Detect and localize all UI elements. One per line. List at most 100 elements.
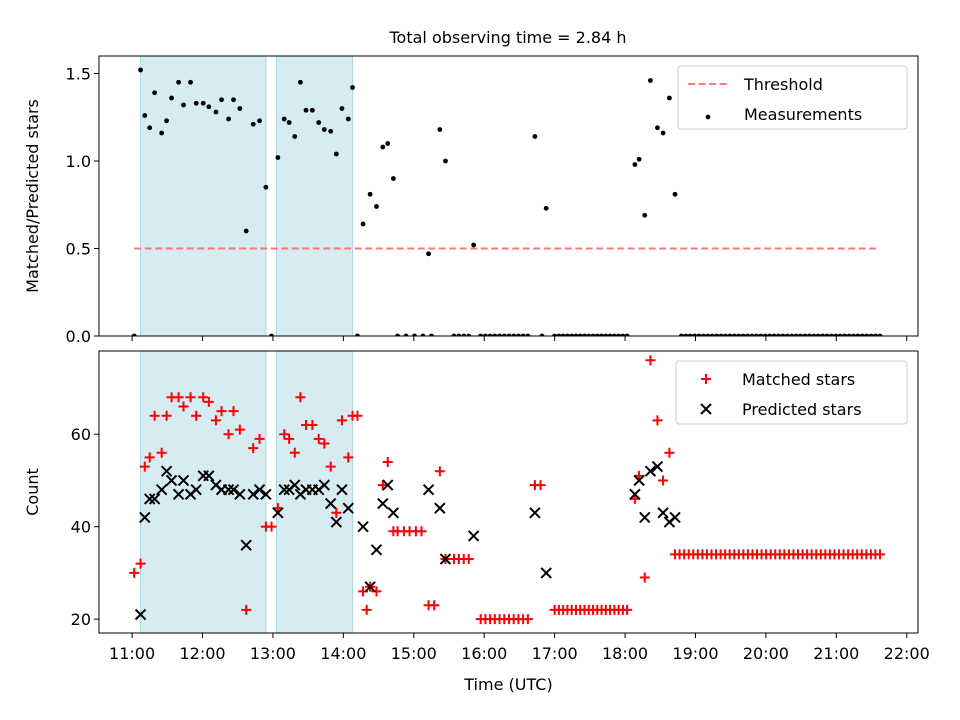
predicted-star-point	[260, 488, 272, 501]
matched-star-point	[522, 614, 533, 625]
measurement-point	[678, 333, 684, 336]
measurement-point	[525, 333, 531, 336]
measurement-point	[687, 333, 693, 336]
measurement-point	[403, 333, 409, 336]
measurement-point	[660, 130, 666, 136]
measurement-point	[864, 333, 870, 336]
matched-star-point	[874, 549, 885, 560]
predicted-star-point	[240, 539, 252, 551]
measurement-point	[333, 151, 339, 157]
measurement-point	[374, 204, 379, 209]
x-tick-label: 12:00	[179, 644, 225, 663]
predicted-star-point	[318, 479, 331, 491]
measurement-point	[624, 333, 630, 336]
measurement-point	[603, 333, 609, 336]
measurement-point	[727, 333, 733, 336]
measurement-point	[309, 107, 315, 113]
measurement-point	[345, 116, 351, 122]
matched-star-point	[319, 438, 330, 449]
y-tick-label: 1.5	[66, 65, 91, 84]
measurement-point	[771, 333, 777, 336]
matched-star-point	[434, 466, 445, 477]
measurement-point	[237, 106, 243, 111]
measurement-point	[842, 333, 848, 336]
predicted-star-point	[357, 520, 369, 533]
measurement-point	[552, 333, 558, 336]
predicted-star-point	[669, 511, 681, 524]
chart-title: Total observing time = 2.84 h	[388, 28, 626, 47]
predicted-star-point	[155, 483, 168, 496]
measurement-point	[428, 333, 434, 336]
measurement-point	[206, 104, 212, 110]
matched-star-point	[336, 415, 347, 426]
measurement-point	[859, 333, 865, 336]
predicted-star-point	[165, 474, 178, 487]
matched-star-point	[622, 604, 633, 615]
matched-star-point	[223, 429, 234, 440]
matched-star-point	[216, 406, 227, 417]
matched-star-point	[295, 392, 306, 403]
measurement-point	[263, 184, 269, 190]
measurement-point	[516, 333, 521, 336]
measurement-point	[539, 333, 545, 336]
matched-star-point	[178, 401, 189, 412]
predicted-star-point	[143, 493, 156, 505]
predicted-star-point	[203, 470, 215, 482]
measurement-point	[497, 333, 502, 336]
measurement-point	[286, 120, 292, 125]
legend-measurements-swatch	[705, 114, 711, 120]
matched-star-point	[191, 410, 202, 421]
matched-star-point	[139, 461, 150, 472]
measurement-point	[655, 125, 660, 131]
predicted-star-point	[324, 497, 337, 510]
measurement-point	[492, 333, 498, 336]
measurement-point	[303, 107, 309, 113]
measurement-point	[718, 333, 724, 336]
measurement-point	[181, 102, 186, 108]
measurement-point	[443, 158, 448, 164]
matched-star-point	[198, 392, 209, 403]
predicted-star-point	[247, 488, 259, 501]
measurement-point	[837, 333, 843, 336]
measurement-point	[339, 106, 345, 111]
measurement-point	[487, 333, 493, 336]
measurement-point	[815, 333, 821, 336]
matched-star-point	[416, 526, 427, 537]
measurement-point	[762, 333, 768, 336]
matched-star-point	[254, 433, 265, 444]
measurement-point	[219, 97, 224, 103]
predicted-star-point	[657, 507, 669, 519]
measurement-point	[749, 333, 755, 336]
predicted-star-point	[633, 474, 645, 487]
predicted-star-point	[190, 483, 202, 496]
measurement-point	[461, 333, 467, 336]
matched-star-point	[156, 447, 167, 458]
measurement-point	[696, 333, 702, 336]
measurement-point	[395, 333, 400, 336]
matched-star-point	[284, 433, 295, 444]
plot-area	[129, 355, 885, 625]
plot-area	[131, 67, 883, 336]
measurement-point	[328, 128, 334, 134]
y-tick-label: 0.5	[66, 240, 91, 259]
measurement-point	[142, 113, 148, 118]
x-axis-label: Time (UTC)	[463, 675, 552, 694]
measurement-point	[851, 333, 856, 336]
measurement-point	[620, 333, 626, 336]
measurement-point	[758, 333, 764, 336]
predicted-star-point	[342, 502, 354, 514]
shaded-interval	[140, 55, 267, 337]
measurement-point	[456, 333, 462, 336]
y-tick-label: 20	[71, 610, 91, 629]
measurement-point	[868, 333, 874, 336]
matched-star-point	[371, 586, 382, 597]
matched-star-point	[185, 392, 196, 403]
measurement-point	[188, 79, 193, 85]
x-tick-label: 17:00	[532, 644, 578, 663]
measurement-point	[213, 109, 219, 115]
predicted-star-point	[222, 483, 235, 496]
predicted-star-point	[148, 493, 161, 505]
measurement-point	[701, 333, 706, 336]
measurement-point	[543, 205, 549, 211]
measurement-point	[873, 333, 878, 336]
